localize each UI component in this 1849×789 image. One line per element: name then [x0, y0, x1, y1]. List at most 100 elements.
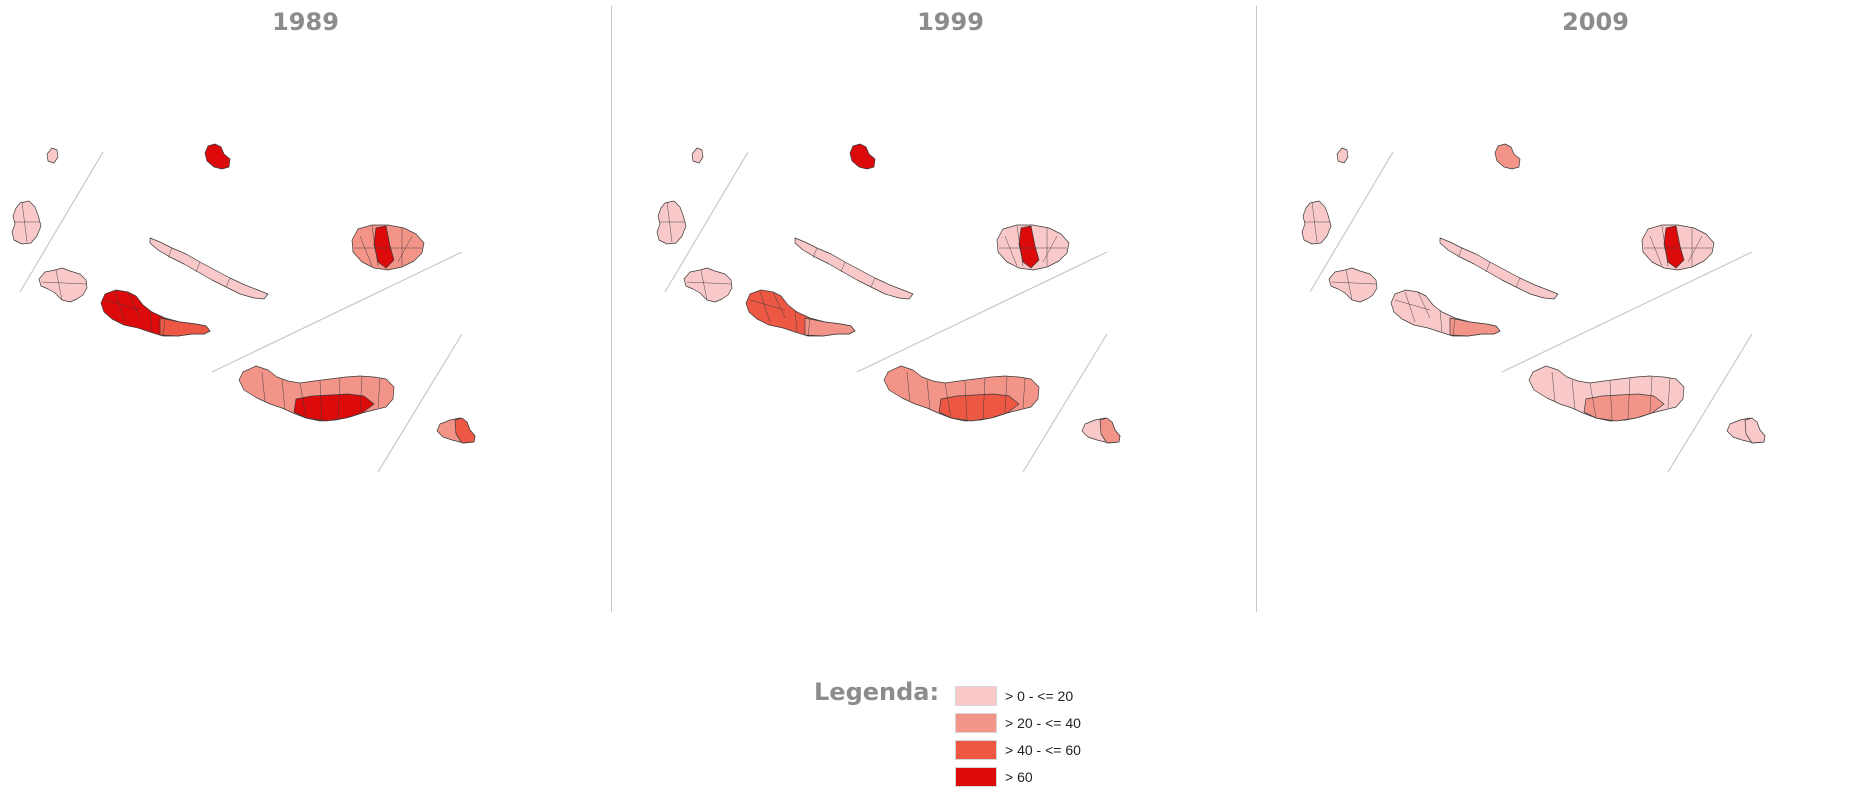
legend-label: > 40 - <= 60	[1005, 742, 1081, 758]
map-panel-1999: 1999	[645, 0, 1256, 612]
inset-separator-line	[1667, 333, 1753, 473]
parish-boundary	[944, 382, 952, 419]
parish-boundary	[772, 291, 786, 319]
legend-swatch	[955, 767, 997, 787]
legend-label: > 60	[1005, 769, 1033, 785]
parish-boundary	[281, 379, 286, 411]
island-sao-jorge	[149, 237, 269, 300]
island-flores	[11, 200, 42, 245]
parish-boundary	[1515, 277, 1521, 288]
parish-boundary	[377, 377, 381, 409]
legend-swatch	[955, 740, 997, 760]
island-corvo	[1336, 147, 1349, 164]
parish-boundary	[299, 382, 307, 419]
parish-boundary	[1452, 317, 1456, 337]
parish-group-terceira-core	[1663, 225, 1685, 269]
island-flores	[656, 200, 687, 245]
parish-boundary	[870, 277, 876, 288]
island-faial	[1328, 267, 1378, 303]
parish-boundary	[1345, 269, 1353, 301]
island-faial	[38, 267, 88, 303]
island-sao-jorge	[1439, 237, 1559, 300]
island-graciosa	[849, 143, 876, 170]
map-panel-2009: 2009	[1290, 0, 1849, 612]
parish-boundary	[1016, 225, 1024, 267]
parish-boundary	[114, 291, 126, 323]
inset-separator-line	[211, 251, 463, 373]
parish-boundary	[1394, 299, 1431, 311]
parish-group-pico-east	[804, 317, 856, 337]
parish-boundary	[1022, 377, 1026, 409]
parish-boundary	[906, 371, 911, 403]
parish-boundary	[1589, 382, 1597, 419]
panel-title: 2009	[1562, 8, 1629, 36]
parish-boundary	[1331, 281, 1377, 285]
parish-boundary	[1004, 375, 1008, 414]
legend-swatch	[955, 686, 997, 706]
parish-boundary	[1609, 380, 1613, 421]
inset-separator-line	[377, 333, 463, 473]
legend-label: > 0 - <= 20	[1005, 688, 1074, 704]
parish-boundary	[749, 299, 786, 311]
parish-boundary	[1404, 291, 1416, 323]
parish-boundary	[840, 261, 846, 273]
parish-boundary	[1649, 235, 1663, 267]
parish-boundary	[926, 379, 931, 411]
azores-map	[11, 143, 476, 473]
parish-boundary	[225, 277, 231, 288]
parish-boundary	[1439, 309, 1443, 333]
legend-swatch	[955, 713, 997, 733]
parish-boundary	[1004, 235, 1018, 267]
parish-boundary	[794, 309, 798, 333]
parish-group-santa-maria-east	[1099, 417, 1121, 444]
parish-boundary	[686, 281, 732, 285]
parish-boundary	[1661, 225, 1669, 267]
parish-boundary	[371, 225, 379, 267]
island-sao-jorge	[794, 237, 914, 300]
parish-group-sao-miguel-south	[293, 393, 375, 422]
parish-boundary	[812, 247, 818, 259]
panel-divider	[611, 6, 612, 612]
inset-separator-line	[664, 151, 749, 293]
parish-boundary	[195, 261, 201, 273]
panel-title: 1989	[272, 8, 339, 36]
parish-boundary	[1687, 235, 1703, 263]
parish-boundary	[149, 309, 153, 333]
parish-boundary	[807, 317, 811, 337]
parish-boundary	[1649, 375, 1653, 414]
parish-group-santa-maria-east	[454, 417, 476, 444]
island-corvo	[46, 147, 59, 164]
parish-group-terceira-core	[1018, 225, 1040, 269]
parish-boundary	[127, 291, 141, 319]
parish-boundary	[1551, 371, 1556, 403]
parish-boundary	[1571, 379, 1576, 411]
inset-separator-line	[1022, 333, 1108, 473]
parish-boundary	[337, 377, 341, 420]
parish-boundary	[104, 299, 141, 311]
island-graciosa	[1494, 143, 1521, 170]
inset-separator-line	[19, 151, 104, 293]
parish-boundary	[1417, 291, 1431, 319]
parish-boundary	[1042, 235, 1058, 263]
island-faial	[683, 267, 733, 303]
panel-divider	[1256, 6, 1257, 612]
parish-boundary	[319, 380, 323, 421]
parish-boundary	[1457, 247, 1463, 259]
legend-title: Legenda:	[814, 678, 940, 706]
parish-boundary	[261, 371, 266, 403]
island-flores	[1301, 200, 1332, 245]
parish-boundary	[982, 377, 986, 420]
inset-separator-line	[856, 251, 1108, 373]
inset-separator-line	[1501, 251, 1753, 373]
parish-boundary	[359, 235, 373, 267]
parish-boundary	[55, 269, 63, 301]
parish-boundary	[700, 269, 708, 301]
panel-title: 1999	[917, 8, 984, 36]
parish-boundary	[759, 291, 771, 323]
parish-group-pico-east	[159, 317, 211, 337]
parish-boundary	[1627, 377, 1631, 420]
parish-boundary	[162, 317, 166, 337]
azores-map	[656, 143, 1121, 473]
parish-boundary	[359, 375, 363, 414]
parish-boundary	[1667, 377, 1671, 409]
